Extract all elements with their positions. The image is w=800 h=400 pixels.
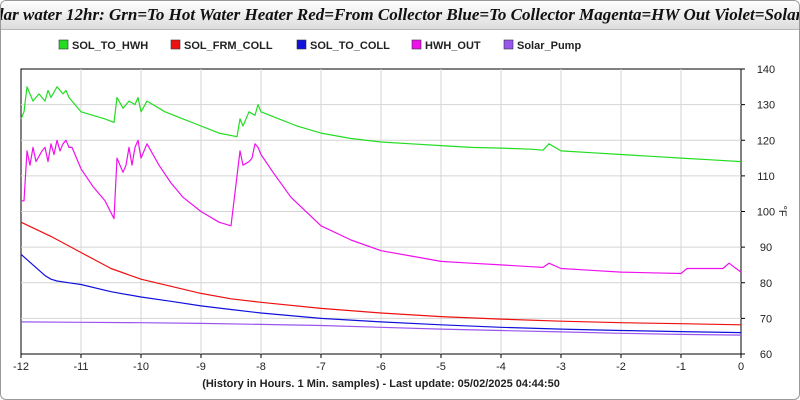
y-tick-label: 70: [760, 313, 772, 325]
x-tick-label: 0: [738, 361, 744, 373]
y-tick-label: 140: [757, 64, 775, 76]
series-line-sol-frm-coll: [20, 221, 742, 326]
y-tick-label: 120: [757, 135, 775, 147]
y-tick-label: 60: [760, 349, 772, 361]
legend-swatch: [170, 39, 181, 50]
x-tick-label: -11: [73, 361, 88, 373]
series-line-solar-pump: [20, 321, 742, 336]
x-tick-label: -6: [376, 361, 386, 373]
series-line-hwh-out: [21, 139, 742, 275]
series-line-sol-to-hwh: [20, 86, 742, 163]
x-tick-label: -2: [616, 361, 626, 373]
legend-swatch: [503, 39, 514, 50]
legend-label: HWH_OUT: [425, 40, 481, 52]
x-tick-label: -7: [316, 361, 326, 373]
x-tick-label: -4: [496, 361, 506, 373]
x-tick-label: -3: [556, 361, 566, 373]
chart-title: Solar water 12hr: Grn=To Hot Water Heate…: [1, 5, 799, 24]
legend-label: SOL_TO_HWH: [72, 40, 148, 52]
legend-label: Solar_Pump: [517, 40, 581, 52]
x-tick-label: -10: [133, 361, 149, 373]
y-tick-label: 80: [760, 278, 772, 290]
y-tick-label: 100: [757, 207, 775, 219]
x-tick-label: -5: [436, 361, 446, 373]
y-tick-label: 130: [757, 100, 775, 112]
y-axis: 60 70 80 90 100 110 120 130 140: [741, 64, 775, 361]
x-tick-label: -12: [13, 361, 29, 373]
title-bar: Solar water 12hr: Grn=To Hot Water Heate…: [1, 1, 799, 30]
legend-label: SOL_FRM_COLL: [184, 40, 273, 52]
grid: [21, 69, 741, 354]
x-tick-label: -9: [196, 361, 206, 373]
series-layer: [20, 86, 742, 336]
x-axis: -12 -11 -10 -9 -8 -7 -6 -5 -4 -3 -2 -1 0: [13, 354, 744, 373]
x-axis-label: (History in Hours. 1 Min. samples) - Las…: [202, 378, 560, 390]
legend-swatch: [58, 39, 69, 50]
x-tick-label: -8: [256, 361, 266, 373]
legend-label: SOL_TO_COLL: [310, 40, 390, 52]
y-tick-label: 110: [757, 171, 775, 183]
series-line-sol-to-coll: [20, 253, 742, 334]
y-axis-label: °F: [776, 205, 788, 216]
legend-swatch: [411, 39, 422, 50]
legend: SOL_TO_HWH SOL_FRM_COLL SOL_TO_COLL HWH_OUT…: [58, 39, 581, 52]
y-tick-label: 90: [760, 242, 772, 254]
x-tick-label: -1: [676, 361, 686, 373]
legend-swatch: [296, 39, 307, 50]
